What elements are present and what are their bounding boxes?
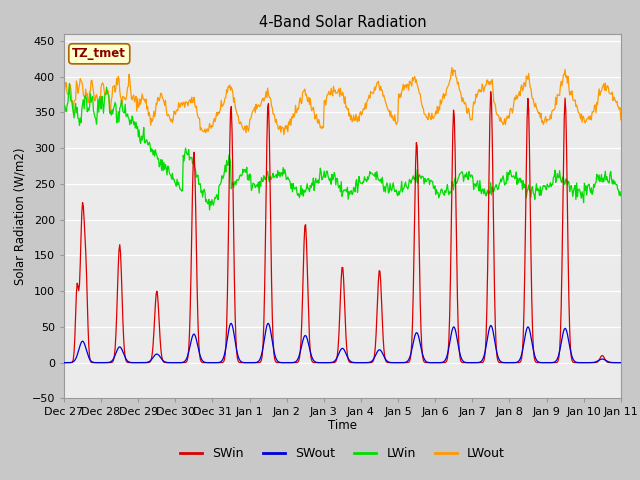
SWin — [426, 360, 434, 365]
LWout — [448, 65, 456, 71]
SWin — [184, 354, 192, 360]
Line: SWout: SWout — [64, 324, 621, 362]
Line: SWin: SWin — [64, 92, 621, 362]
SWout — [617, 360, 625, 365]
SWin — [617, 360, 625, 365]
SWout — [70, 358, 78, 364]
Title: 4-Band Solar Radiation: 4-Band Solar Radiation — [259, 15, 426, 30]
LWin — [128, 113, 136, 119]
Legend: SWin, SWout, LWin, LWout: SWin, SWout, LWin, LWout — [175, 442, 510, 465]
SWin — [487, 89, 495, 95]
SWout — [227, 321, 235, 326]
LWin — [428, 179, 436, 184]
LWin — [71, 108, 79, 114]
SWout — [184, 352, 192, 358]
LWout — [411, 74, 419, 80]
LWin — [65, 81, 73, 86]
X-axis label: Time: Time — [328, 419, 357, 432]
Y-axis label: Solar Radiation (W/m2): Solar Radiation (W/m2) — [13, 147, 26, 285]
LWout — [214, 113, 221, 119]
SWin — [60, 360, 68, 365]
LWout — [127, 95, 135, 101]
SWin — [127, 360, 135, 365]
Line: LWout: LWout — [64, 68, 621, 135]
LWin — [617, 193, 625, 199]
LWin — [412, 180, 419, 185]
LWout — [184, 103, 192, 108]
SWout — [428, 360, 435, 365]
LWout — [617, 117, 625, 123]
SWin — [214, 360, 221, 365]
SWout — [411, 333, 419, 339]
SWin — [410, 248, 418, 254]
LWout — [280, 132, 288, 138]
LWout — [60, 92, 68, 98]
Line: LWin: LWin — [64, 84, 621, 210]
LWin — [60, 102, 68, 108]
LWin — [185, 146, 193, 152]
Text: TZ_tmet: TZ_tmet — [72, 48, 126, 60]
LWin — [215, 184, 223, 190]
SWout — [127, 360, 135, 365]
LWin — [205, 207, 213, 213]
LWout — [70, 98, 78, 104]
SWin — [70, 349, 78, 355]
SWout — [214, 360, 221, 365]
LWout — [428, 117, 435, 122]
SWout — [60, 360, 68, 365]
